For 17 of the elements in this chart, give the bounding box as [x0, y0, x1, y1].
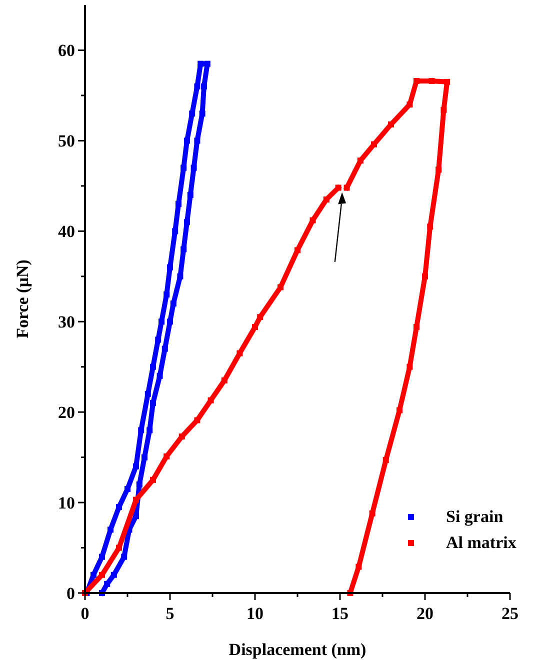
- x-tick-label: 15: [332, 604, 348, 623]
- x-tick-label: 0: [80, 604, 90, 623]
- legend-label: Si grain: [446, 507, 504, 526]
- y-tick-label: 10: [58, 494, 75, 513]
- y-tick-label: 40: [58, 222, 75, 242]
- y-tick-label: 50: [58, 132, 75, 151]
- y-axis-title: Force (µN): [13, 260, 32, 338]
- y-tick-label: 60: [58, 41, 75, 60]
- x-tick-label: 10: [246, 604, 264, 623]
- y-tick-label: 0: [66, 584, 75, 603]
- x-tick-label: 20: [416, 604, 434, 623]
- y-tick-label: 20: [58, 403, 75, 422]
- legend-label: Al matrix: [446, 533, 517, 552]
- x-tick-label: 5: [166, 604, 174, 623]
- x-axis-title: Displacement (nm): [228, 640, 366, 659]
- y-tick-label: 30: [58, 312, 75, 332]
- x-tick-label: 25: [502, 604, 518, 623]
